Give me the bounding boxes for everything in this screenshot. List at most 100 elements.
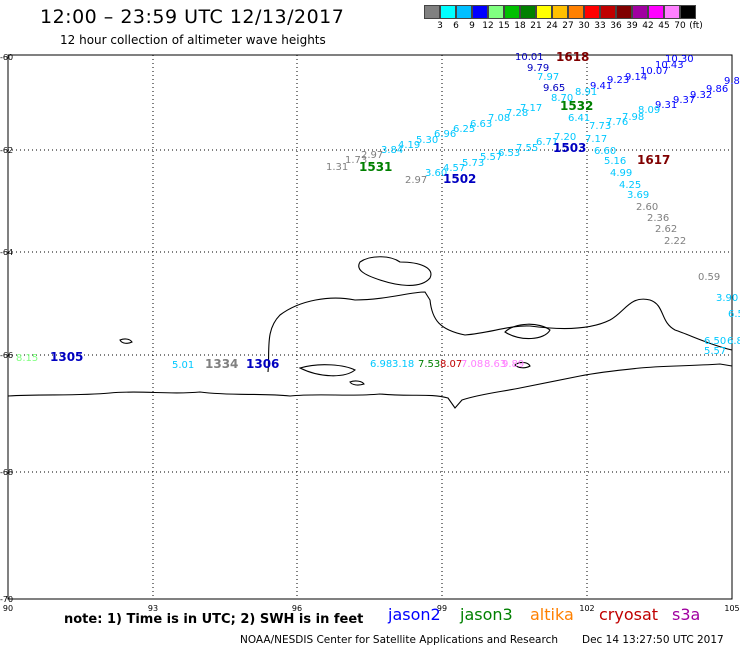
wave-height-value: 9.85: [724, 76, 740, 87]
wave-height-value: 6.53: [498, 148, 520, 159]
wave-height-value: 7.08: [461, 359, 483, 370]
wave-height-value: 6.41: [568, 113, 590, 124]
credit-text: NOAA/NESDIS Center for Satellite Applica…: [240, 634, 558, 646]
map-subtitle: 12 hour collection of altimeter wave hei…: [60, 33, 326, 47]
legend-swatch: [488, 5, 504, 19]
wave-height-value: 6.25: [453, 124, 475, 135]
satellite-label-jason2: jason2: [388, 605, 441, 624]
legend-label: 30: [578, 21, 590, 31]
color-scale-legend: [424, 5, 696, 19]
wave-height-value: 7.73: [589, 121, 611, 132]
legend-label: 21: [530, 21, 542, 31]
legend-label: (ft): [689, 21, 703, 31]
longitude-axis-labels: 90 93 96 99 102 105: [3, 604, 740, 613]
legend-swatch: [536, 5, 552, 19]
wave-height-value: 5.57: [704, 346, 726, 357]
wave-height-value: 9.37: [673, 95, 695, 106]
pass-time-label: 1334: [205, 357, 238, 371]
wave-height-value: 10.30: [665, 54, 694, 65]
pass-time-label: 1617: [637, 153, 670, 167]
wave-height-value: 9.23: [607, 75, 629, 86]
wave-height-value: 7.28: [506, 108, 528, 119]
wave-height-value: 6.63: [470, 119, 492, 130]
wave-height-value: 5.30: [416, 135, 438, 146]
longitude-tick-label: 93: [148, 604, 158, 613]
grid-lines: [8, 55, 732, 599]
longitude-tick-label: 90: [3, 604, 13, 613]
wave-height-value: 9.32: [690, 90, 712, 101]
wave-height-value: 10.01: [515, 52, 544, 63]
legend-label: 27: [562, 21, 574, 31]
plot-frame: [7, 54, 733, 600]
legend-label: 42: [642, 21, 654, 31]
wave-height-value: 5.01: [172, 360, 194, 371]
wave-height-value: 7.98: [622, 112, 644, 123]
wave-height-value: 2.60: [636, 202, 658, 213]
pass-time-label: 1618: [556, 50, 589, 64]
wave-height-value: 8.91: [575, 87, 597, 98]
wave-height-value: 2.22: [664, 236, 686, 247]
wave-height-value: 2.62: [655, 224, 677, 235]
wave-height-value: 6.96: [434, 129, 456, 140]
wave-height-value: 7.17: [585, 134, 607, 145]
satellite-label-jason3: jason3: [460, 605, 513, 624]
legend-swatch: [424, 5, 440, 19]
wave-height-value: 1.31: [326, 162, 348, 173]
wave-height-value: 5.57: [480, 152, 502, 163]
wave-height-value: 0.59: [698, 272, 720, 283]
legend-label: 9: [469, 21, 475, 31]
latitude-tick-label: -68: [0, 468, 13, 477]
satellite-label-cryosat: cryosat: [599, 605, 659, 624]
timestamp-text: Dec 14 13:27:50 UTC 2017: [582, 634, 724, 646]
latitude-tick-label: -70: [0, 595, 13, 604]
wave-height-value: 7.97: [537, 72, 559, 83]
wave-height-value: 6.60: [594, 146, 616, 157]
wave-height-value: 6.8: [727, 336, 740, 347]
pass-time-label: 1531: [359, 160, 392, 174]
wave-height-value: 8.63: [484, 359, 506, 370]
wave-height-value: 7.20: [554, 132, 576, 143]
wave-height-value: 5.73: [462, 158, 484, 169]
legend-label: 18: [514, 21, 526, 31]
wave-height-value: 9.41: [590, 81, 612, 92]
longitude-tick-label: 102: [579, 604, 594, 613]
longitude-tick-label: 99: [437, 604, 447, 613]
wave-height-value: 2.97: [405, 175, 427, 186]
legend-label: 12: [482, 21, 494, 31]
legend-swatch: [680, 5, 696, 19]
wave-height-value: 7.17: [520, 103, 542, 114]
wave-height-value: 8.09: [638, 105, 660, 116]
latitude-tick-label: -62: [0, 146, 13, 155]
legend-swatch: [632, 5, 648, 19]
wave-height-value: 2.36: [647, 213, 669, 224]
wave-height-value: 3.90: [716, 293, 738, 304]
wave-height-value: 4.25: [619, 180, 641, 191]
longitude-tick-label: 105: [724, 604, 739, 613]
legend-label: 70: [674, 21, 686, 31]
satellite-label-altika: altika: [530, 605, 574, 624]
legend-label: 39: [626, 21, 638, 31]
wave-height-value: 9.89: [502, 359, 524, 370]
wave-height-value: 1.73: [345, 155, 367, 166]
wave-height-value: 8.70: [551, 93, 573, 104]
wave-height-value: 9.31: [655, 100, 677, 111]
wave-height-value: 6.98: [370, 359, 392, 370]
wave-height-value: 7.08: [488, 113, 510, 124]
legend-label: 33: [594, 21, 606, 31]
pass-time-label: 1305: [50, 350, 83, 364]
wave-height-value: 3.84: [381, 145, 403, 156]
legend-swatch: [472, 5, 488, 19]
pass-time-label: 1532: [560, 99, 593, 113]
wave-height-value: 6.71: [536, 137, 558, 148]
wave-height-value: 4.99: [610, 168, 632, 179]
pass-time-label: 1306: [246, 357, 279, 371]
latitude-tick-label: -60: [0, 53, 13, 62]
satellite-label-s3a: s3a: [672, 605, 701, 624]
legend-swatch: [552, 5, 568, 19]
wave-height-value: 4.57: [443, 163, 465, 174]
legend-label: 45: [658, 21, 670, 31]
wave-height-value: 8.07: [440, 359, 462, 370]
legend-swatch: [456, 5, 472, 19]
